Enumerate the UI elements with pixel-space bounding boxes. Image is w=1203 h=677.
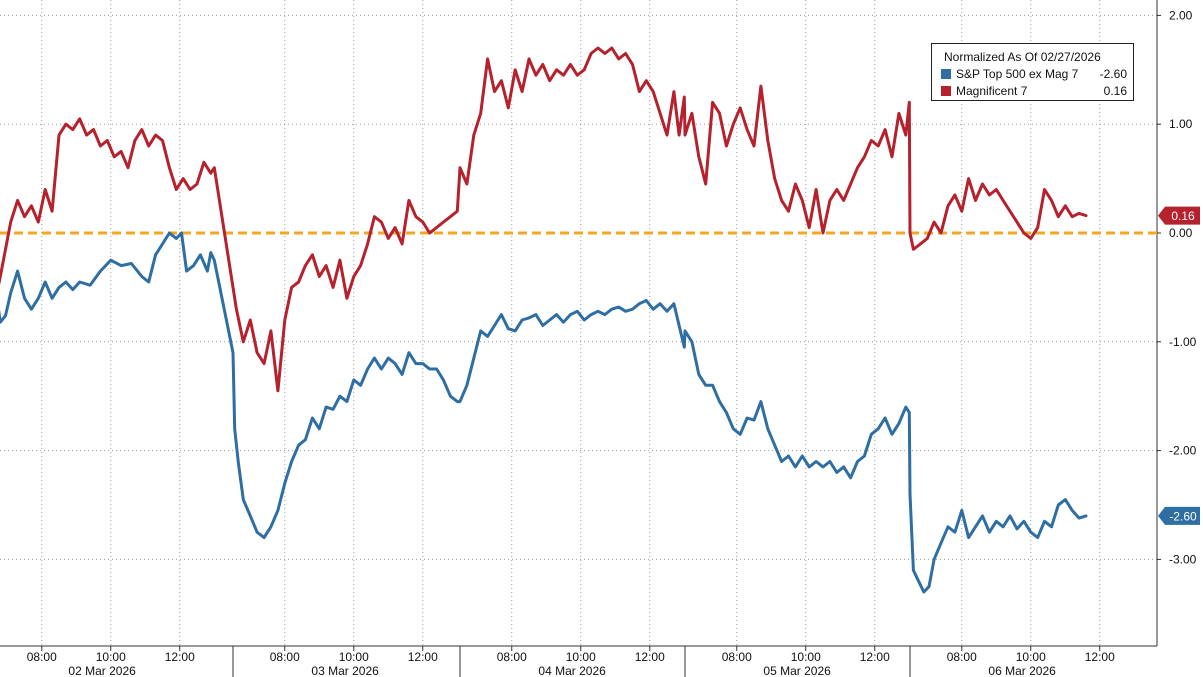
y-tick-label: 2.00	[1169, 8, 1193, 22]
x-tick-label: 10:00	[1016, 650, 1046, 664]
x-tick-label: 08:00	[27, 650, 57, 664]
y-tick-label: -2.00	[1169, 444, 1197, 458]
legend: Normalized As Of 02/27/2026 S&P Top 500 …	[931, 43, 1134, 101]
x-day-label: 04 Mar 2026	[538, 664, 606, 677]
y-tick-label: -1.00	[1169, 335, 1197, 349]
legend-value: 0.16	[1103, 84, 1127, 98]
legend-swatch	[941, 69, 951, 79]
last-value-marker-1	[1158, 206, 1200, 225]
x-day-label: 03 Mar 2026	[311, 664, 379, 677]
x-tick-label: 12:00	[635, 650, 665, 664]
gridlines	[0, 0, 1157, 646]
legend-label: Magnificent 7	[956, 84, 1028, 98]
x-tick-label: 08:00	[722, 650, 752, 664]
x-tick-label: 10:00	[96, 650, 126, 664]
x-tick-label: 08:00	[947, 650, 977, 664]
x-tick-label: 12:00	[408, 650, 438, 664]
y-tick-label: 0.00	[1169, 226, 1193, 240]
x-tick-label: 12:00	[1085, 650, 1115, 664]
x-tick-label: 10:00	[566, 650, 596, 664]
last-value-markers: -2.60 0.16	[1158, 206, 1200, 525]
axes	[0, 0, 1161, 677]
x-tick-label: 10:00	[791, 650, 821, 664]
x-day-label: 06 Mar 2026	[988, 664, 1056, 677]
x-tick-label: 12:00	[860, 650, 890, 664]
x-day-label: 05 Mar 2026	[763, 664, 831, 677]
last-value-label-0: -2.60	[1169, 509, 1197, 523]
legend-label: S&P Top 500 ex Mag 7	[956, 67, 1079, 81]
series-line-1	[0, 46, 1088, 393]
x-tick-label: 08:00	[270, 650, 300, 664]
x-day-label: 02 Mar 2026	[68, 664, 136, 677]
legend-title: Normalized As Of 02/27/2026	[944, 50, 1101, 64]
legend-entry-magnificent-7: Magnificent 7 0.16	[941, 84, 1127, 98]
y-tick-label: 1.00	[1169, 117, 1193, 131]
x-tick-label: 10:00	[339, 650, 369, 664]
legend-value: -2.60	[1099, 67, 1127, 81]
series-layer	[0, 46, 1088, 594]
y-tick-label: -3.00	[1169, 552, 1197, 566]
last-value-label-1: 0.16	[1171, 209, 1195, 223]
last-value-marker-0	[1158, 506, 1200, 525]
legend-swatch	[941, 86, 951, 96]
x-tick-label: 08:00	[497, 650, 527, 664]
y-tick-labels: 2.00 1.00 0.00 -1.00 -2.00 -3.00	[1169, 8, 1197, 566]
x-tick-label: 12:00	[165, 650, 195, 664]
series-line-0	[0, 231, 1088, 594]
x-tick-labels: 08:00 10:00 12:00 02 Mar 2026 08:00 10:00 12:0…	[27, 650, 1115, 677]
legend-entry-sp500-ex-mag7: S&P Top 500 ex Mag 7 -2.60	[941, 67, 1127, 81]
